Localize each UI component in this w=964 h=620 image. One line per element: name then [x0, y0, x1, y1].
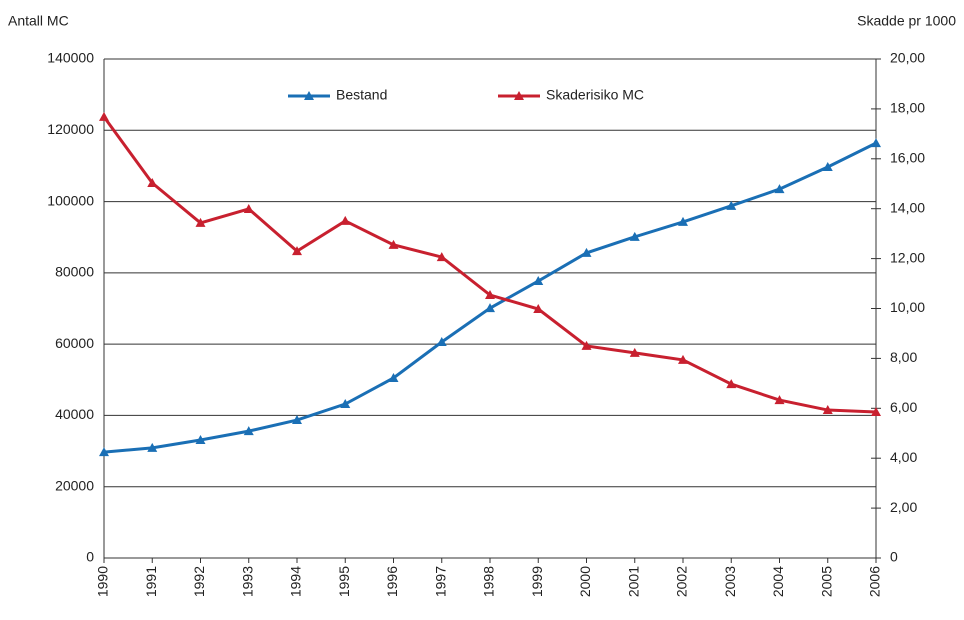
x-tick-label: 1993: [239, 566, 255, 597]
point-marker: [678, 354, 688, 364]
point-marker: [581, 340, 592, 350]
x-tick-label: 2000: [577, 566, 593, 597]
y2-tick-label: 2,00: [890, 499, 917, 515]
x-tick-label: 2001: [625, 566, 641, 597]
point-marker: [726, 379, 737, 389]
x-tick-label: 1999: [529, 566, 545, 597]
point-marker: [533, 276, 544, 286]
legend-label: Skaderisiko MC: [546, 87, 644, 103]
point-marker: [147, 442, 158, 452]
point-marker: [243, 203, 254, 213]
point-marker: [726, 200, 737, 210]
x-tick-label: 2002: [674, 566, 690, 597]
point-marker: [340, 399, 351, 409]
y2-tick-label: 4,00: [890, 449, 917, 465]
y-tick-label: 120000: [47, 121, 94, 137]
y-tick-label: 140000: [47, 50, 94, 66]
x-tick-label: 1995: [336, 566, 352, 597]
point-marker: [292, 246, 302, 256]
point-marker: [581, 247, 592, 257]
y-tick-label: 0: [86, 549, 94, 565]
point-marker: [871, 407, 881, 417]
y2-tick-label: 14,00: [890, 199, 925, 215]
point-marker: [774, 395, 785, 405]
y-tick-label: 60000: [55, 335, 94, 351]
x-tick-label: 2003: [722, 566, 738, 597]
y-tick-label: 40000: [55, 406, 94, 422]
point-marker: [99, 111, 109, 121]
legend-marker: [304, 91, 314, 100]
point-marker: [99, 447, 109, 457]
point-marker: [195, 435, 206, 445]
point-marker: [822, 405, 833, 415]
y2-tick-label: 16,00: [890, 150, 925, 166]
point-marker: [195, 217, 206, 227]
point-marker: [678, 216, 688, 226]
y2-tick-label: 18,00: [890, 100, 925, 116]
y-tick-label: 80000: [55, 264, 94, 280]
point-marker: [822, 161, 833, 171]
y-axis-title: Antall MC: [8, 13, 69, 29]
point-marker: [243, 426, 254, 436]
y2-axis-title: Skadde pr 1000: [857, 13, 956, 29]
y-tick-label: 20000: [55, 477, 94, 493]
y2-tick-label: 12,00: [890, 249, 925, 265]
point-marker: [871, 138, 881, 148]
point-marker: [774, 184, 785, 194]
point-marker: [485, 290, 495, 300]
x-tick-label: 1991: [143, 566, 159, 597]
point-marker: [533, 303, 544, 313]
point-marker: [629, 231, 640, 241]
y2-tick-label: 10,00: [890, 299, 925, 315]
point-marker: [388, 239, 399, 249]
point-marker: [436, 252, 447, 262]
y2-tick-label: 6,00: [890, 399, 917, 415]
point-marker: [292, 415, 302, 425]
point-marker: [147, 178, 158, 188]
series-line: [102, 115, 877, 414]
x-tick-label: 2005: [818, 566, 834, 597]
x-tick-label: 1998: [481, 566, 497, 597]
y2-tick-label: 0: [890, 549, 898, 565]
x-tick-label: 1996: [384, 566, 400, 597]
x-tick-label: 1997: [432, 566, 448, 597]
x-tick-label: 2006: [867, 566, 883, 597]
point-marker: [340, 215, 351, 225]
point-marker: [388, 373, 399, 383]
y-tick-label: 100000: [47, 192, 94, 208]
x-tick-label: 1992: [191, 566, 207, 597]
point-marker: [485, 303, 495, 313]
y2-tick-label: 8,00: [890, 349, 917, 365]
y2-tick-label: 20,00: [890, 50, 925, 66]
point-marker: [629, 347, 640, 357]
x-tick-label: 2004: [770, 566, 786, 597]
x-tick-label: 1990: [95, 566, 111, 597]
legend-marker: [514, 91, 524, 100]
point-marker: [436, 337, 447, 347]
legend-label: Bestand: [336, 87, 387, 103]
x-tick-label: 1994: [288, 566, 304, 597]
